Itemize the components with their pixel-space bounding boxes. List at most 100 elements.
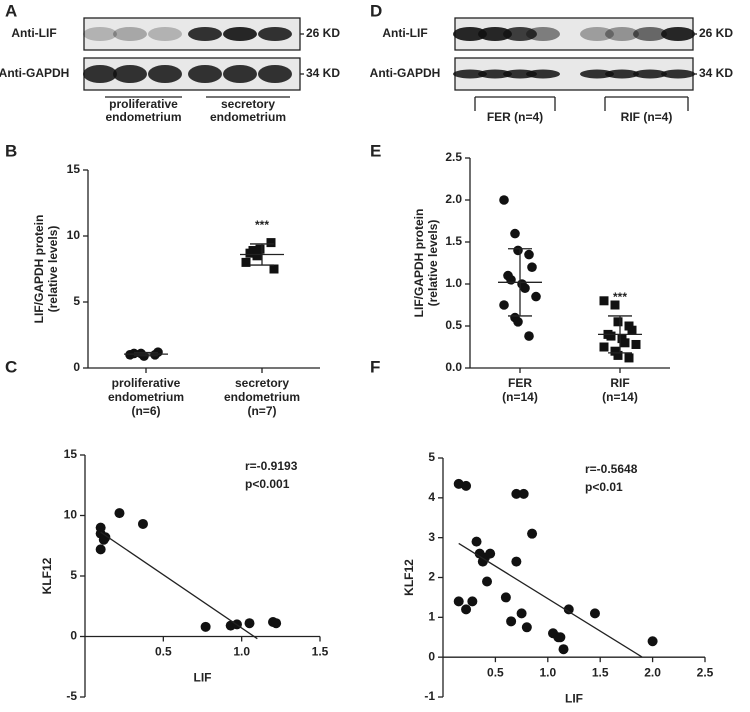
data-point <box>524 249 534 260</box>
data-point <box>100 532 111 543</box>
x-tick-label: (n=6) <box>131 404 160 418</box>
data-point <box>610 300 620 310</box>
group-label: secretory <box>221 97 275 111</box>
group-label: RIF (n=4) <box>621 110 673 124</box>
data-point <box>114 508 125 519</box>
data-point <box>471 536 482 547</box>
x-tick-label: (n=14) <box>502 390 538 404</box>
data-point <box>613 350 623 360</box>
y-tick-label: 2.5 <box>445 150 462 164</box>
data-point <box>244 618 255 629</box>
data-point <box>255 244 265 254</box>
data-point <box>461 604 472 615</box>
x-tick-label: (n=14) <box>602 390 638 404</box>
data-point <box>620 338 630 348</box>
group-label: proliferative <box>109 97 178 111</box>
data-point <box>520 283 530 294</box>
data-point <box>200 621 211 632</box>
data-point <box>506 275 516 285</box>
significance: *** <box>613 290 627 304</box>
group-label: endometrium <box>105 110 181 124</box>
significance: *** <box>255 218 269 232</box>
y-tick-label: 1.5 <box>445 234 462 248</box>
data-point <box>137 518 148 529</box>
y-tick-label: 0.0 <box>445 360 462 374</box>
data-point <box>589 608 600 619</box>
data-point <box>510 228 520 239</box>
blot-band <box>661 27 695 41</box>
blot-band <box>605 69 639 79</box>
data-point <box>248 246 258 256</box>
y-tick-label: 10 <box>67 228 81 242</box>
blot-band <box>113 27 147 41</box>
data-point <box>555 632 566 643</box>
x-tick-label: RIF <box>610 376 629 390</box>
data-point <box>613 317 623 327</box>
y-axis-label: KLF12 <box>402 559 416 596</box>
group-label: endometrium <box>210 110 286 124</box>
blot-band <box>633 69 667 79</box>
y-tick-label: 2 <box>428 570 435 584</box>
y-tick-label: 2.0 <box>445 192 462 206</box>
y-tick-label: 3 <box>428 530 435 544</box>
x-tick-label: proliferative <box>112 376 181 390</box>
y-tick-label: 5 <box>428 450 435 464</box>
y-tick-label: 15 <box>67 162 81 176</box>
blot-band <box>188 65 222 83</box>
x-tick-label: FER <box>508 376 532 390</box>
row-label: Anti-GAPDH <box>370 66 441 80</box>
y-tick-label: 15 <box>64 447 78 461</box>
x-axis-label: LIF <box>194 671 212 685</box>
x-tick-label: 1.5 <box>592 665 609 679</box>
stat-annotation: p<0.001 <box>245 477 290 491</box>
data-point <box>527 528 538 539</box>
x-tick-label: 1.5 <box>312 645 329 659</box>
size-label: 34 KD <box>306 66 340 80</box>
blot-band <box>83 65 117 83</box>
regression-line <box>100 531 258 640</box>
blot-band <box>478 69 512 79</box>
data-point <box>511 556 522 567</box>
x-tick-label: endometrium <box>224 390 300 404</box>
blot-band <box>580 69 614 79</box>
data-point <box>271 618 282 629</box>
x-tick-label: endometrium <box>108 390 184 404</box>
data-point <box>269 264 279 274</box>
data-point <box>513 245 523 256</box>
blot-band <box>83 27 117 41</box>
data-point <box>506 616 517 627</box>
y-tick-label: 10 <box>64 508 78 522</box>
y-axis-label: LIF/GAPDH protein <box>32 215 46 324</box>
x-tick-label: (n=7) <box>247 404 276 418</box>
x-tick-label: secretory <box>235 376 289 390</box>
data-point <box>266 238 276 248</box>
data-point <box>511 488 522 499</box>
data-point <box>513 317 523 327</box>
blot-band <box>478 27 512 41</box>
y-tick-label: 1 <box>428 610 435 624</box>
x-tick-label: 0.5 <box>487 665 504 679</box>
y-axis-label: (relative levels) <box>46 226 60 313</box>
x-tick-label: 2.0 <box>644 665 661 679</box>
y-tick-label: 1.0 <box>445 276 462 290</box>
data-point <box>631 339 641 349</box>
data-point <box>461 480 472 491</box>
stat-annotation: r=-0.5648 <box>585 462 638 476</box>
data-point <box>499 300 509 310</box>
y-tick-label: 0.5 <box>445 318 462 332</box>
blot-band <box>148 27 182 41</box>
data-point <box>558 644 569 655</box>
y-tick-label: 5 <box>73 294 80 308</box>
y-axis-label: KLF12 <box>40 557 54 594</box>
x-axis-label: LIF <box>565 691 583 705</box>
panel-letter: C <box>5 357 17 376</box>
blot-band <box>223 65 257 83</box>
data-point <box>527 262 537 273</box>
group-label: FER (n=4) <box>487 110 543 124</box>
data-point <box>627 325 637 335</box>
size-label: 34 KD <box>699 66 733 80</box>
data-point <box>500 592 511 603</box>
blot-band <box>526 69 560 79</box>
y-tick-label: 0 <box>428 649 435 663</box>
